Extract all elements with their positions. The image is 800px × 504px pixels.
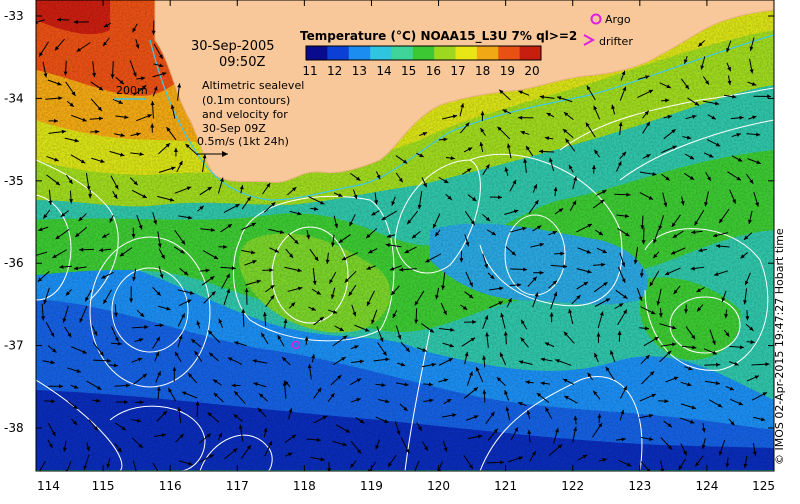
colorbar: Temperature (°C) NOAA15_L3U 7% ql>=2 11 1… <box>300 29 577 78</box>
colorbar-swatch <box>391 46 413 60</box>
lon-tick-label: 121 <box>494 479 517 493</box>
colorbar-swatch <box>520 46 542 60</box>
colorbar-swatch <box>370 46 392 60</box>
lon-tick-label: 123 <box>628 479 651 493</box>
lon-tick-label: 120 <box>427 479 450 493</box>
colorbar-tick-label: 11 <box>302 64 317 78</box>
colorbar-swatch <box>413 46 435 60</box>
lon-tick-label: 118 <box>293 479 316 493</box>
lon-tick-label: 114 <box>37 479 60 493</box>
colorbar-tick-label: 17 <box>450 64 465 78</box>
colorbar-tick-label: 19 <box>500 64 515 78</box>
contour-200m-label: 200m <box>116 84 148 97</box>
colorbar-tick-label: 12 <box>327 64 342 78</box>
desc-line-1: Altimetric sealevel <box>202 79 304 92</box>
desc-line-3: and velocity for <box>202 108 288 121</box>
colorbar-swatch <box>434 46 456 60</box>
velocity-arrowhead <box>30 254 34 258</box>
lon-tick-label: 116 <box>159 479 182 493</box>
lat-tick-label: -37 <box>4 339 24 353</box>
lon-tick-label: 122 <box>561 479 584 493</box>
lon-tick-label: 115 <box>92 479 115 493</box>
scale-label: 0.5m/s (1kt 24h) <box>197 135 289 148</box>
colorbar-swatch <box>327 46 349 60</box>
lat-tick-label: -35 <box>4 174 24 188</box>
colorbar-swatch <box>349 46 371 60</box>
lat-tick-label: -38 <box>4 421 24 435</box>
date-label: 30-Sep-2005 <box>191 39 275 54</box>
colorbar-swatch <box>498 46 520 60</box>
colorbar-tick-label: 20 <box>524 64 539 78</box>
colorbar-tick-label: 13 <box>352 64 367 78</box>
desc-line-2: (0.1m contours) <box>202 94 290 107</box>
velocity-arrowhead <box>412 472 416 476</box>
drifter-legend-label: drifter <box>599 35 633 48</box>
velocity-arrowhead <box>158 474 162 478</box>
colorbar-swatch <box>306 46 328 60</box>
colorbar-tick-label: 14 <box>376 64 391 78</box>
lon-tick-label: 124 <box>695 479 718 493</box>
lat-tick-label: -33 <box>4 9 24 23</box>
colorbar-swatch <box>477 46 499 60</box>
velocity-arrowhead <box>36 473 40 477</box>
time-label: 09:50Z <box>219 55 265 70</box>
copyright-text: © IMOS 02-Apr-2015 19:47:27 Hobart time <box>772 0 788 465</box>
colorbar-swatch <box>456 46 478 60</box>
argo-legend-label: Argo <box>605 13 631 26</box>
colorbar-title: Temperature (°C) NOAA15_L3U 7% ql>=2 <box>300 29 577 44</box>
lon-tick-label: 125 <box>752 479 775 493</box>
colorbar-tick-label: 15 <box>401 64 416 78</box>
colorbar-tick-label: 18 <box>475 64 490 78</box>
lon-tick-label: 117 <box>226 479 249 493</box>
colorbar-tick-label: 16 <box>426 64 441 78</box>
lat-tick-label: -34 <box>4 91 24 105</box>
desc-line-4: 30-Sep 09Z <box>202 122 266 135</box>
lon-tick-label: 119 <box>360 479 383 493</box>
lat-tick-label: -36 <box>4 256 24 270</box>
